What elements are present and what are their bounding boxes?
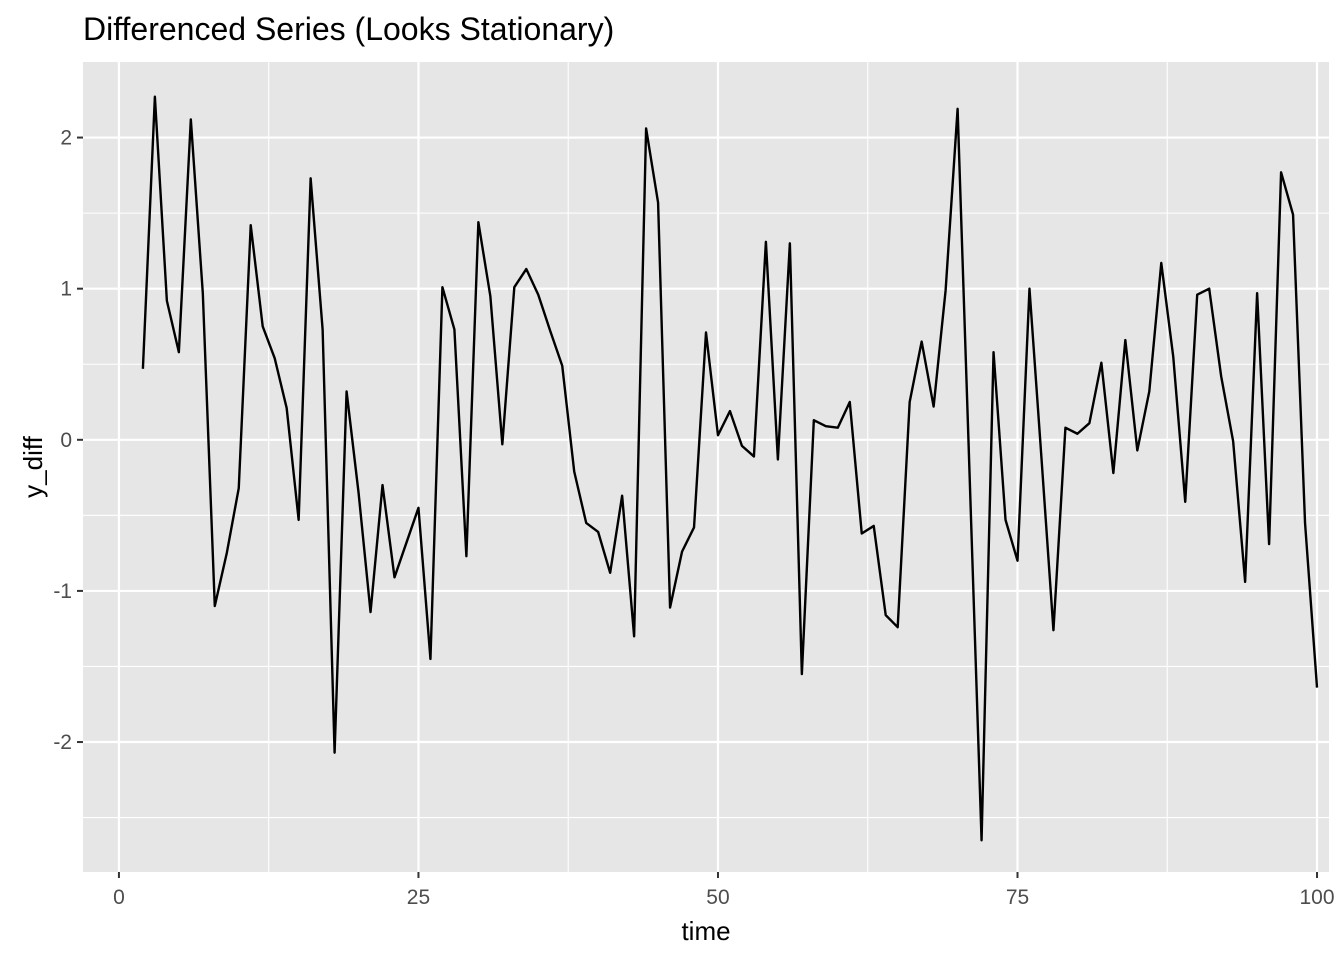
major-grid <box>83 62 1329 872</box>
y-axis-title: y_diff <box>18 435 48 497</box>
chart-title: Differenced Series (Looks Stationary) <box>83 11 614 47</box>
y-tick-label: 1 <box>60 278 72 301</box>
x-tick-label: 25 <box>407 886 430 909</box>
y-tick-label: -1 <box>53 580 72 603</box>
y-tick-label: 2 <box>60 127 72 150</box>
x-tick-label: 100 <box>1299 886 1334 909</box>
plot-panel <box>83 62 1329 872</box>
x-axis-title: time <box>681 916 730 946</box>
series-line <box>141 95 1319 842</box>
y-tick-label: 0 <box>60 429 72 452</box>
y-tick-label: -2 <box>53 731 72 754</box>
x-axis: 0 25 50 75 100 <box>113 872 1335 909</box>
x-tick-label: 0 <box>113 886 125 909</box>
x-tick-label: 50 <box>706 886 729 909</box>
x-tick-label: 75 <box>1006 886 1029 909</box>
y-axis: -2 -1 0 1 2 <box>53 127 83 754</box>
minor-grid <box>83 62 1329 872</box>
